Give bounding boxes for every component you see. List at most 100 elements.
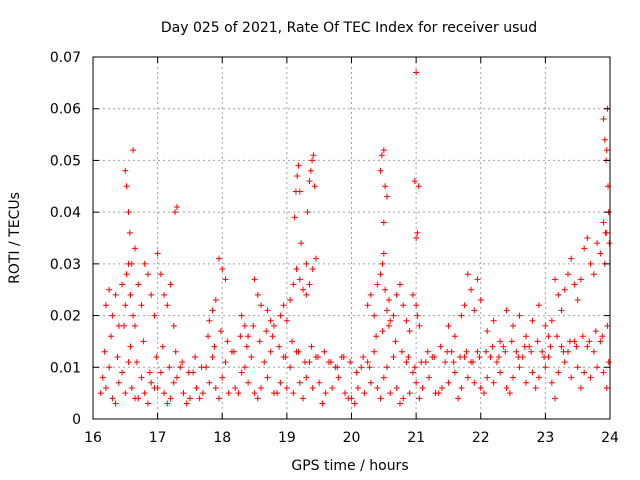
data-point xyxy=(503,307,510,314)
data-point xyxy=(132,395,139,402)
data-point xyxy=(477,297,484,304)
data-point xyxy=(361,390,368,397)
data-point xyxy=(123,183,130,190)
data-point xyxy=(277,312,284,319)
data-point xyxy=(418,359,425,366)
data-point xyxy=(161,390,168,397)
data-point xyxy=(414,312,421,319)
data-point xyxy=(457,353,464,360)
data-point xyxy=(170,379,177,386)
data-point xyxy=(542,364,549,371)
data-point xyxy=(183,400,190,407)
y-axis-tick-labels: 0 0.01 0.02 0.03 0.04 0.05 0.06 0.07 xyxy=(50,50,81,428)
data-point xyxy=(592,328,599,335)
data-point xyxy=(413,235,420,241)
data-point xyxy=(387,390,394,397)
data-point xyxy=(224,338,231,345)
data-point xyxy=(219,266,226,273)
data-point xyxy=(241,322,248,329)
data-point xyxy=(411,178,418,185)
data-point xyxy=(364,359,371,366)
data-point xyxy=(334,364,341,371)
data-point xyxy=(558,307,565,314)
data-point xyxy=(115,322,122,329)
data-point xyxy=(329,384,336,391)
data-point xyxy=(126,229,133,236)
data-point xyxy=(140,338,147,345)
data-point xyxy=(571,281,578,288)
data-point xyxy=(384,307,391,314)
data-point xyxy=(206,317,213,324)
data-point xyxy=(282,353,289,360)
data-point xyxy=(307,167,314,174)
data-point xyxy=(364,302,371,309)
data-point xyxy=(245,379,252,386)
data-point xyxy=(130,312,137,319)
data-point xyxy=(261,359,268,366)
data-point xyxy=(132,322,139,329)
data-point xyxy=(306,281,313,288)
data-point xyxy=(594,240,601,247)
data-point xyxy=(378,152,385,159)
data-point xyxy=(374,384,381,391)
data-point xyxy=(409,291,416,298)
data-point xyxy=(560,348,567,355)
data-point xyxy=(304,209,311,216)
data-point xyxy=(303,374,310,381)
data-point xyxy=(185,369,192,376)
x-tick-label: 19 xyxy=(278,430,296,446)
data-point xyxy=(374,281,381,288)
data-point xyxy=(579,333,586,340)
data-point xyxy=(276,343,283,350)
data-point xyxy=(594,364,601,371)
data-point xyxy=(431,353,438,360)
x-tick-label: 24 xyxy=(601,430,619,446)
data-point xyxy=(380,250,387,257)
data-point xyxy=(484,374,491,381)
data-point xyxy=(166,364,173,371)
data-point xyxy=(238,369,245,376)
data-point xyxy=(396,281,403,288)
data-point xyxy=(385,297,392,304)
data-point xyxy=(353,369,360,376)
data-point xyxy=(186,395,193,402)
data-point xyxy=(312,255,319,262)
data-point xyxy=(309,157,316,164)
data-point xyxy=(251,390,258,397)
y-tick-label: 0.03 xyxy=(50,257,81,273)
data-point xyxy=(256,338,263,345)
data-point xyxy=(106,364,113,371)
data-point xyxy=(384,364,391,371)
data-point xyxy=(306,178,313,185)
data-point xyxy=(125,359,132,366)
data-point xyxy=(122,302,129,309)
data-point xyxy=(493,359,500,366)
data-point xyxy=(300,395,307,402)
y-tick-label: 0.05 xyxy=(50,153,81,169)
data-point xyxy=(122,390,129,397)
data-point xyxy=(263,328,270,335)
y-tick-label: 0.02 xyxy=(50,309,81,325)
data-point xyxy=(319,400,326,407)
data-point xyxy=(414,229,421,236)
data-point xyxy=(471,307,478,314)
data-point xyxy=(384,193,391,200)
axis-ticks xyxy=(92,56,611,420)
data-point xyxy=(167,395,174,402)
data-point xyxy=(405,353,412,360)
data-point xyxy=(396,400,403,407)
data-point xyxy=(555,291,562,298)
data-point xyxy=(270,322,277,329)
data-point xyxy=(601,136,608,143)
data-point xyxy=(347,359,354,366)
data-point xyxy=(513,348,520,355)
data-point xyxy=(597,250,604,257)
data-point xyxy=(605,359,612,366)
data-point xyxy=(463,348,470,355)
data-point xyxy=(125,209,132,216)
data-point xyxy=(141,260,148,267)
x-tick-label: 17 xyxy=(149,430,167,446)
data-point xyxy=(222,359,229,366)
data-point xyxy=(153,353,160,360)
data-point xyxy=(311,183,318,190)
